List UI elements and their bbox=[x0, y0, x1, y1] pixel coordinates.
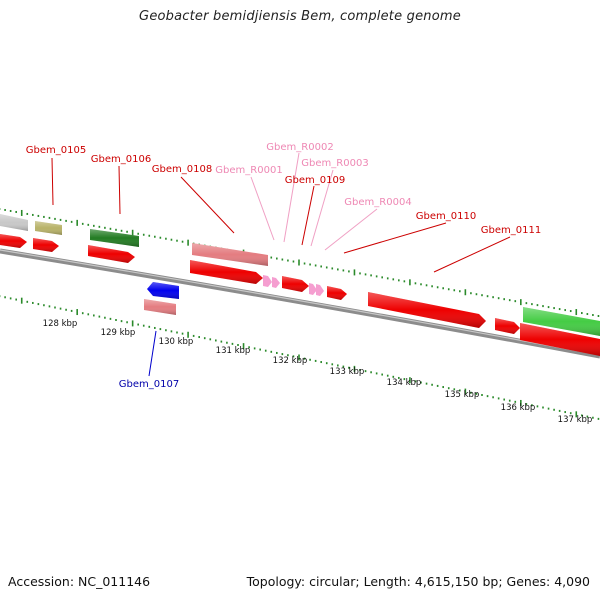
label-gbem-0105: Gbem_0105 bbox=[26, 145, 86, 156]
trna-arrow-r0001 bbox=[263, 275, 272, 287]
label-gbem-r0001: Gbem_R0001 bbox=[215, 165, 282, 176]
tick-label: 130 kbp bbox=[159, 337, 194, 347]
label-gbem-r0004: Gbem_R0004 bbox=[344, 197, 411, 208]
gene-track-upper bbox=[0, 214, 600, 336]
lower-tick-track bbox=[0, 295, 600, 420]
genome-backbone bbox=[0, 248, 600, 359]
tick-label: 131 kbp bbox=[216, 346, 251, 356]
genome-summary-text: Topology: circular; Length: 4,615,150 bp… bbox=[246, 574, 590, 589]
tick-label: 133 kbp bbox=[330, 367, 365, 377]
label-gbem-0111: Gbem_0111 bbox=[481, 225, 541, 236]
trna-arrow-r0003 bbox=[309, 283, 317, 295]
label-leader-lines bbox=[51, 152, 511, 377]
tick-label: 128 kbp bbox=[43, 319, 78, 329]
label-gbem-0109: Gbem_0109 bbox=[285, 175, 345, 186]
accession-text: Accession: NC_011146 bbox=[8, 574, 151, 589]
reverse-strand-track bbox=[144, 282, 179, 315]
label-gbem-0108: Gbem_0108 bbox=[152, 164, 212, 175]
label-gbem-0106: Gbem_0106 bbox=[91, 154, 151, 165]
tick-label: 135 kbp bbox=[445, 390, 480, 400]
tick-label: 134 kbp bbox=[387, 378, 422, 388]
map-title: Geobacter bemidjiensis Bem, complete gen… bbox=[139, 9, 461, 24]
tick-label: 136 kbp bbox=[501, 403, 536, 413]
tick-label: 137 kbp bbox=[558, 415, 593, 425]
label-gbem-r0003: Gbem_R0003 bbox=[301, 158, 368, 169]
trna-arrow-r0002 bbox=[272, 277, 280, 288]
forward-strand-track bbox=[0, 234, 600, 356]
tick-label: 129 kbp bbox=[101, 328, 136, 338]
tick-labels: 128 kbp 129 kbp 130 kbp 131 kbp 132 kbp 133 k… bbox=[43, 319, 593, 425]
trna-arrow-r0004 bbox=[316, 284, 324, 296]
label-gbem-r0002: Gbem_R0002 bbox=[266, 142, 333, 153]
tick-label: 132 kbp bbox=[273, 356, 308, 366]
label-gbem-0110: Gbem_0110 bbox=[416, 211, 476, 222]
label-gbem-0107: Gbem_0107 bbox=[119, 379, 179, 390]
feature-labels: Gbem_0105 Gbem_0106 Gbem_0108 Gbem_R0001… bbox=[26, 142, 541, 390]
